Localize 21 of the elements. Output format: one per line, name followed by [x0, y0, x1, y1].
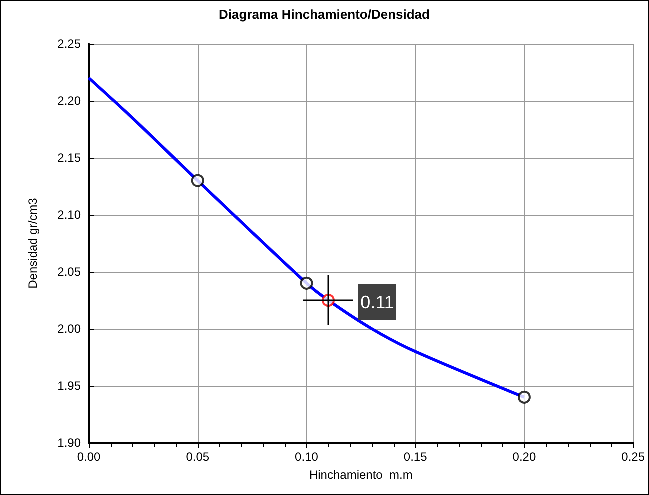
x-tick-label: 0.10: [295, 450, 319, 464]
y-tick-label: 2.25: [58, 37, 82, 51]
y-tick-label: 2.05: [58, 265, 82, 279]
y-tick-label: 1.90: [58, 436, 82, 450]
y-tick-label: 1.95: [58, 379, 82, 393]
x-axis-title: Hinchamiento m.m: [309, 468, 413, 482]
x-tick-label: 0.05: [186, 450, 210, 464]
y-tick-label: 2.20: [58, 94, 82, 108]
y-tick-label: 2.00: [58, 322, 82, 336]
y-tick-label: 2.15: [58, 151, 82, 165]
x-tick-label: 0.20: [512, 450, 536, 464]
point: [518, 390, 531, 404]
x-tick-label: 0.15: [404, 450, 428, 464]
point: [300, 276, 314, 290]
chart-title: Diagrama Hinchamiento/Densidad: [219, 7, 430, 22]
point: [191, 174, 204, 188]
y-axis-title: Densidad gr/cm3: [26, 198, 40, 289]
annotation: 0.11: [360, 292, 394, 312]
x-tick-label: 0.25: [622, 450, 646, 464]
x-tick-label: 0.00: [77, 450, 101, 464]
y-tick-label: 2.10: [58, 208, 82, 222]
